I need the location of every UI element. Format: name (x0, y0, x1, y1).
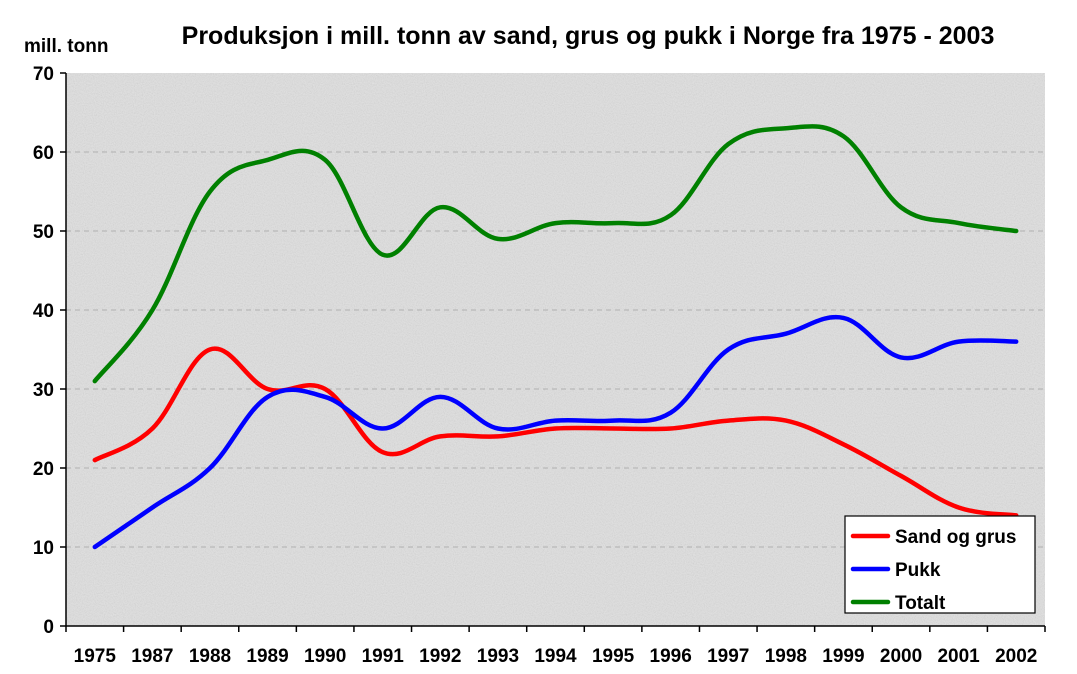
y-tick-label: 50 (33, 222, 54, 243)
y-tick-label: 10 (33, 538, 54, 559)
y-tick-label: 60 (33, 143, 54, 164)
x-tick-label: 1975 (74, 646, 117, 667)
y-tick-labels: 0 10 20 30 40 50 60 70 (33, 64, 54, 638)
x-tick-label: 1987 (131, 646, 173, 667)
y-tick-label: 0 (43, 617, 54, 638)
y-tick-label: 30 (33, 380, 54, 401)
x-tick-labels: 1975 1987 1988 1989 1990 1991 1992 1993 1994 1995… (74, 646, 1038, 667)
y-tick-label: 20 (33, 459, 54, 480)
x-tick-label: 1989 (246, 646, 288, 667)
legend-box (844, 515, 1036, 614)
x-tick-label: 1991 (362, 646, 405, 667)
chart-title: Produksjon i mill. tonn av sand, grus og… (182, 22, 995, 50)
axes (60, 72, 1046, 632)
x-tick-label: 1990 (304, 646, 346, 667)
x-tick-label: 1992 (419, 646, 461, 667)
x-tick-label: 1996 (650, 646, 692, 667)
y-axis-label: mill. tonn (24, 36, 108, 57)
legend: Sand og grus Pukk Totalt (844, 515, 1036, 614)
x-tick-label: 2001 (937, 646, 980, 667)
grid (66, 151, 1045, 548)
x-tick-label: 1997 (707, 646, 749, 667)
x-tick-label: 2000 (880, 646, 922, 667)
x-tick-label: 1994 (534, 646, 577, 667)
x-tick-label: 1988 (189, 646, 231, 667)
y-tick-label: 40 (33, 301, 54, 322)
series-line-2 (92, 124, 1019, 384)
y-tick-label: 70 (33, 64, 54, 85)
legend-label: Totalt (895, 593, 946, 614)
x-tick-label: 1998 (765, 646, 807, 667)
series-line-1 (92, 314, 1019, 550)
x-tick-label: 2002 (995, 646, 1037, 667)
legend-label: Pukk (895, 560, 941, 581)
x-tick-label: 1999 (822, 646, 864, 667)
x-tick-label: 1995 (592, 646, 635, 667)
x-tick-label: 1993 (477, 646, 519, 667)
series-line-0 (92, 346, 1019, 518)
legend-label: Sand og grus (895, 527, 1016, 548)
series-lines (92, 124, 1019, 550)
